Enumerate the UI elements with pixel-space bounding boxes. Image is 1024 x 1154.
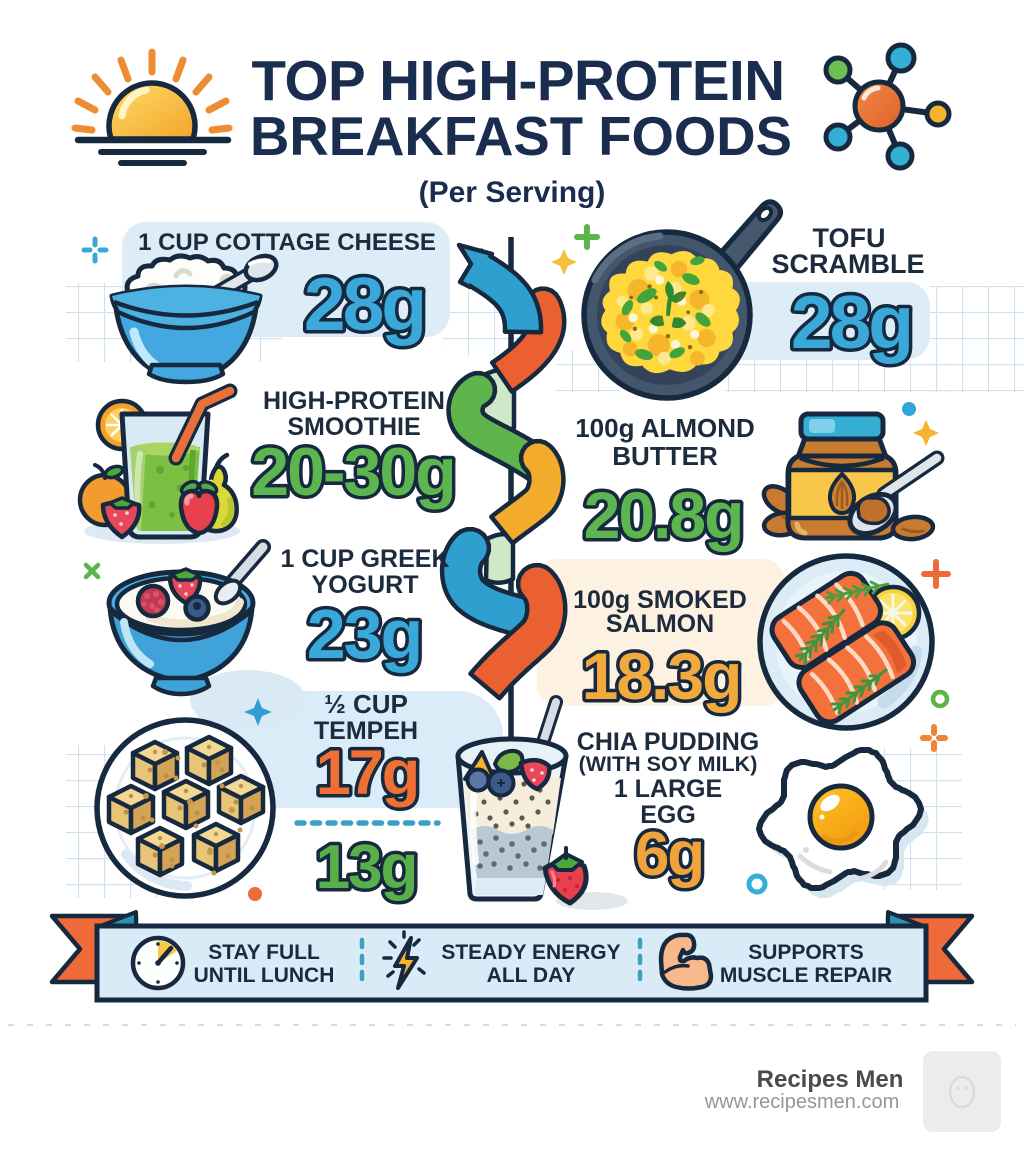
svg-text:ALL DAY: ALL DAY: [487, 964, 576, 987]
svg-text:13g: 13g: [316, 833, 417, 902]
svg-text:STAY FULL: STAY FULL: [208, 941, 320, 964]
svg-text:SCRAMBLE: SCRAMBLE: [772, 249, 925, 279]
svg-text:TOFU: TOFU: [813, 223, 886, 253]
svg-text:½ CUP: ½ CUP: [324, 689, 408, 719]
svg-text:SALMON: SALMON: [606, 610, 714, 638]
svg-text:STEADY ENERGY: STEADY ENERGY: [441, 941, 620, 964]
svg-text:1 CUP COTTAGE CHEESE: 1 CUP COTTAGE CHEESE: [138, 229, 436, 256]
svg-text:www.recipesmen.com: www.recipesmen.com: [704, 1091, 900, 1113]
svg-text:MUSCLE REPAIR: MUSCLE REPAIR: [720, 964, 892, 987]
svg-text:BREAKFAST FOODS: BREAKFAST FOODS: [250, 106, 792, 167]
svg-text:EGG: EGG: [640, 801, 696, 829]
svg-text:HIGH-PROTEIN: HIGH-PROTEIN: [263, 387, 445, 415]
svg-text:SUPPORTS: SUPPORTS: [748, 941, 864, 964]
svg-text:6g: 6g: [635, 820, 703, 889]
svg-text:28g: 28g: [304, 262, 424, 346]
svg-text:28g: 28g: [791, 280, 911, 364]
svg-text:20.8g: 20.8g: [584, 478, 743, 552]
svg-text:18.3g: 18.3g: [582, 639, 741, 713]
svg-text:23g: 23g: [307, 595, 422, 673]
svg-text:UNTIL LUNCH: UNTIL LUNCH: [194, 964, 335, 987]
svg-text:BUTTER: BUTTER: [612, 441, 718, 471]
svg-text:100g SMOKED: 100g SMOKED: [573, 586, 747, 614]
svg-text:CHIA PUDDING: CHIA PUDDING: [577, 728, 759, 756]
svg-text:1 CUP GREEK: 1 CUP GREEK: [280, 545, 449, 573]
svg-text:SMOOTHIE: SMOOTHIE: [287, 413, 420, 441]
svg-text:1 LARGE: 1 LARGE: [614, 775, 722, 803]
svg-text:17g: 17g: [316, 738, 419, 808]
svg-text:Recipes Men: Recipes Men: [757, 1066, 904, 1093]
svg-text:100g ALMOND: 100g ALMOND: [575, 413, 755, 443]
svg-text:20-30g: 20-30g: [251, 434, 454, 510]
svg-text:TEMPEH: TEMPEH: [314, 717, 418, 745]
svg-text:(Per Serving): (Per Serving): [419, 176, 606, 209]
svg-text:YOGURT: YOGURT: [312, 571, 419, 599]
svg-text:TOP HIGH-PROTEIN: TOP HIGH-PROTEIN: [252, 49, 785, 112]
svg-text:(WITH SOY MILK): (WITH SOY MILK): [579, 752, 758, 776]
